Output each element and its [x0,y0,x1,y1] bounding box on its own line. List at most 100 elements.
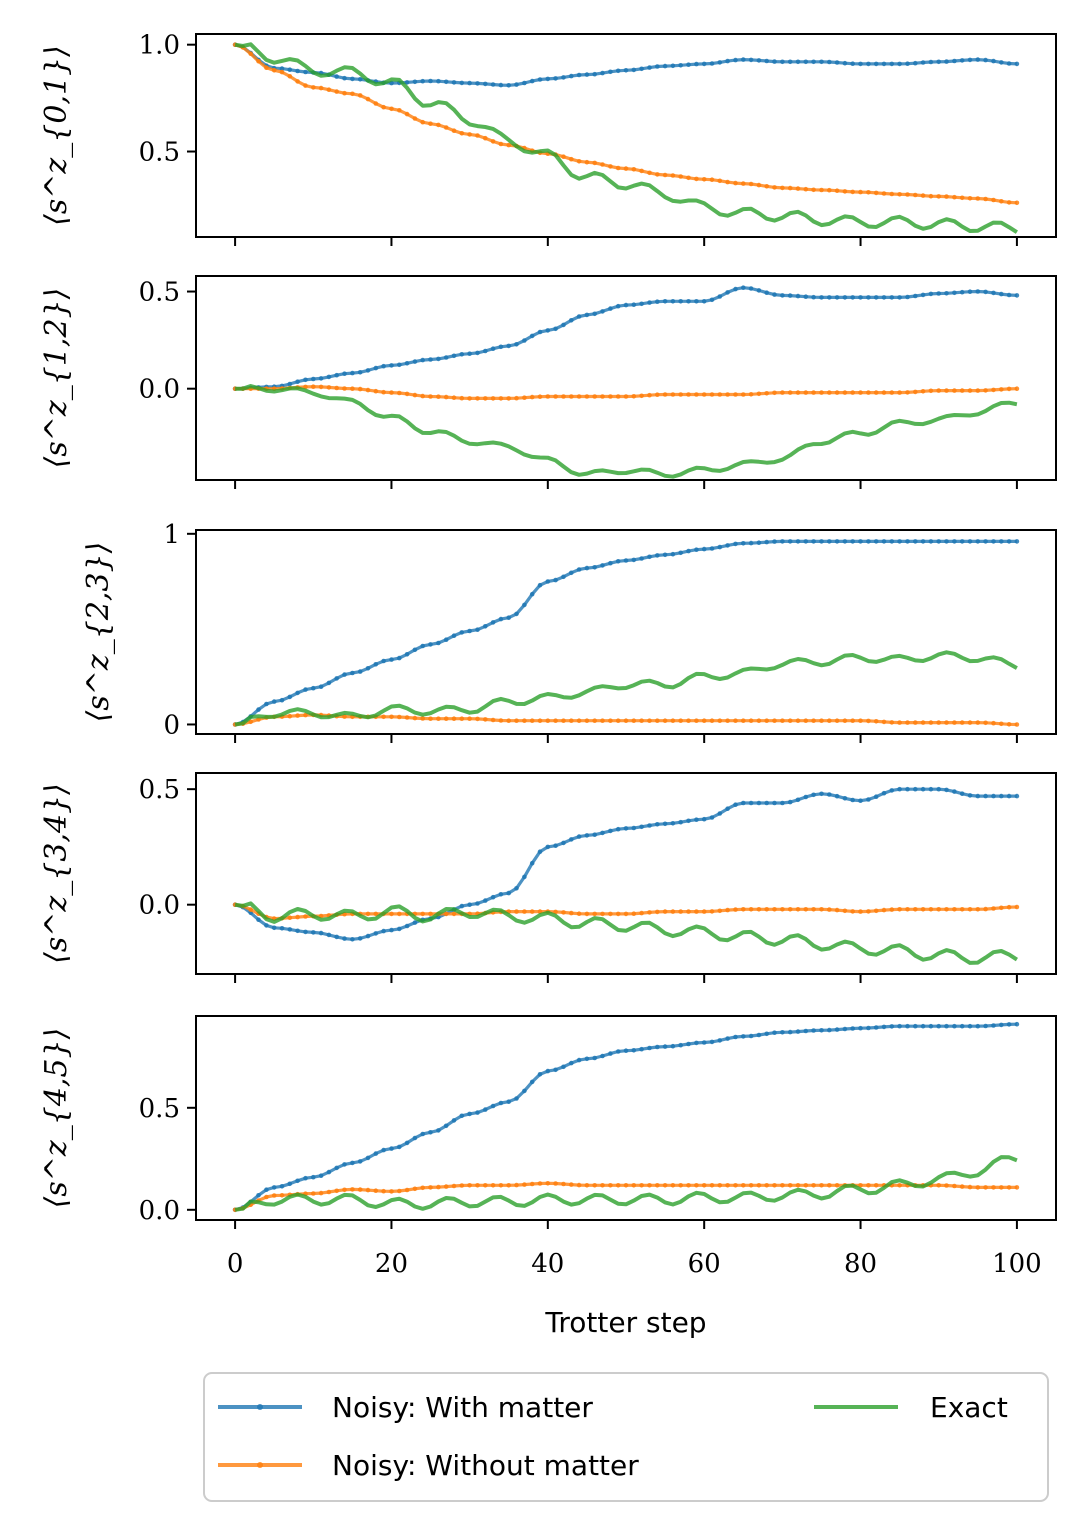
data-point-without-matter [1006,200,1012,205]
data-point-with-matter [545,579,551,584]
data-point-without-matter [318,85,324,91]
axes-frame-5 [195,1015,1057,1221]
data-point-with-matter [451,353,457,359]
data-point-without-matter [608,394,613,399]
data-point-without-matter [639,1183,644,1188]
data-point-with-matter [999,291,1004,297]
data-point-with-matter [459,630,465,635]
data-point-without-matter [873,719,879,724]
data-point-with-matter [303,69,308,75]
data-point-with-matter [600,830,605,836]
data-point-without-matter [983,196,988,202]
data-point-with-matter [490,1103,496,1109]
data-point-with-matter [881,790,887,796]
data-point-without-matter [373,101,379,106]
data-point-without-matter [999,721,1004,727]
data-point-without-matter [287,713,293,719]
data-point-without-matter [913,907,918,912]
data-point-without-matter [686,392,691,397]
data-point-with-matter [522,602,527,608]
data-point-without-matter [639,168,644,174]
data-point-with-matter [498,616,504,622]
data-point-without-matter [483,396,488,401]
data-point-with-matter [850,61,855,66]
data-point-with-matter [858,61,863,67]
axes-frame-2 [195,275,1057,481]
data-point-with-matter [443,1123,449,1129]
data-point-with-matter [764,539,769,545]
data-point-with-matter [1006,1022,1012,1027]
data-point-without-matter [803,907,809,912]
plot-area-4 [232,786,1020,965]
data-point-without-matter [928,907,934,912]
data-point-without-matter [701,1183,707,1188]
data-point-without-matter [764,907,769,912]
data-point-without-matter [483,717,488,722]
data-point-with-matter [733,541,738,547]
data-point-with-matter [584,312,590,318]
data-point-with-matter [764,800,769,806]
data-point-without-matter [795,718,801,723]
data-point-without-matter [991,720,996,726]
data-point-without-matter [1014,722,1020,727]
data-point-without-matter [756,907,762,912]
data-point-with-matter [686,62,691,67]
data-point-without-matter [537,1181,543,1186]
data-point-without-matter [397,108,402,113]
data-point-without-matter [490,396,496,401]
data-point-with-matter [795,797,801,803]
data-point-with-matter [584,72,590,77]
data-point-without-matter [709,177,715,182]
data-point-with-matter [748,800,754,806]
data-point-without-matter [615,911,621,917]
data-point-with-matter [858,1025,863,1031]
data-point-without-matter [983,720,988,726]
data-point-with-matter [615,68,621,74]
data-point-without-matter [506,1183,512,1188]
data-point-without-matter [1006,904,1012,910]
data-point-with-matter [959,289,965,295]
data-point-without-matter [787,718,793,723]
data-point-without-matter [795,907,801,912]
data-point-with-matter [529,591,535,597]
data-point-with-matter [858,798,863,803]
data-point-without-matter [389,911,394,917]
data-point-without-matter [365,911,371,917]
data-point-with-matter [553,577,558,583]
data-point-without-matter [827,390,832,395]
data-point-without-matter [834,390,840,395]
data-point-without-matter [483,1183,488,1188]
data-point-with-matter [467,351,472,357]
data-point-with-matter [834,793,840,799]
data-point-without-matter [428,716,433,721]
data-point-with-matter [623,302,629,308]
data-point-without-matter [608,718,613,723]
data-point-with-matter [514,342,519,347]
data-point-with-matter [608,69,613,75]
data-point-with-matter [827,539,832,544]
data-point-with-matter [889,61,895,67]
data-point-with-matter [436,356,441,362]
data-point-without-matter [725,1183,730,1188]
data-point-with-matter [350,370,355,376]
data-point-with-matter [576,567,582,572]
data-point-with-matter [764,290,769,296]
data-point-without-matter [952,907,957,912]
data-point-with-matter [678,819,683,825]
data-point-with-matter [569,318,574,323]
series-line-exact-panel-5 [234,1155,1018,1212]
data-point-without-matter [529,394,535,400]
data-point-with-matter [483,624,488,629]
data-point-with-matter [318,376,324,381]
data-point-with-matter [701,61,707,67]
data-point-without-matter [639,910,644,916]
data-point-without-matter [756,718,762,723]
data-point-with-matter [279,697,285,703]
data-point-with-matter [475,1110,480,1115]
data-point-with-matter [357,1159,363,1164]
data-point-without-matter [991,906,996,911]
data-point-without-matter [436,1184,441,1190]
data-point-with-matter [522,1088,527,1094]
axes-frame-1 [195,33,1057,238]
data-point-with-matter [670,63,676,69]
